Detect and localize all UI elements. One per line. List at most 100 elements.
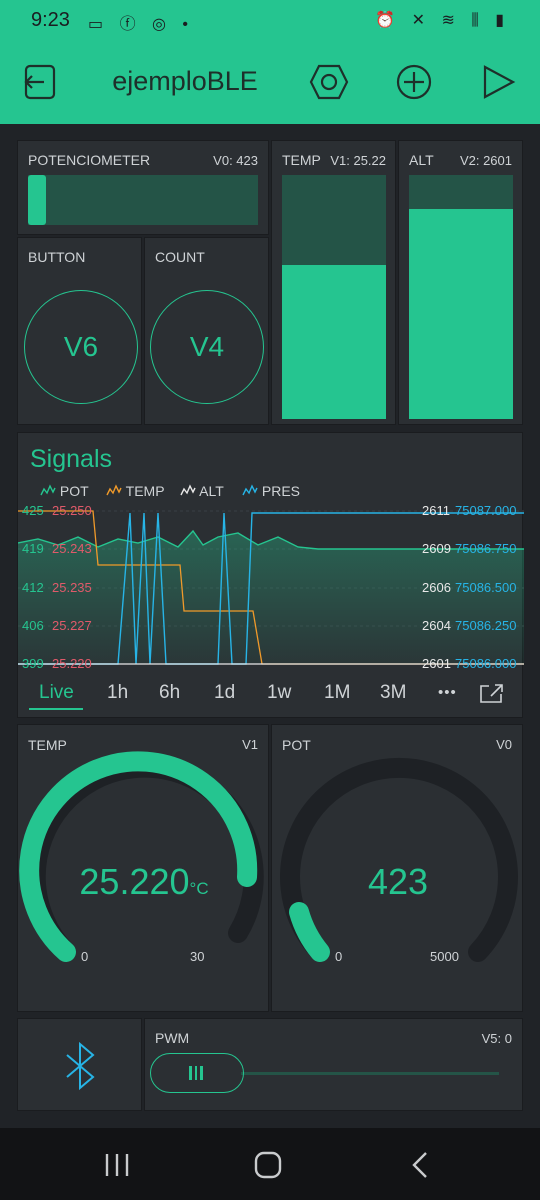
legend-temp-label: TEMP: [125, 483, 165, 499]
tab-3m[interactable]: 3M: [380, 682, 407, 703]
exit-project-icon[interactable]: [18, 60, 62, 104]
temp-series-icon: [106, 484, 122, 496]
system-nav-bar: [0, 1128, 540, 1200]
pwm-label: PWM: [155, 1030, 190, 1046]
tab-1d[interactable]: 1d: [214, 682, 236, 703]
tab-live[interactable]: Live: [39, 682, 74, 703]
pres-tick-0: 75087.000: [455, 503, 517, 518]
temp-tick-4: 25.220: [52, 656, 92, 671]
temp-tick-3: 25.227: [52, 618, 92, 633]
v4-count-display[interactable]: V4: [150, 290, 264, 404]
temp-level-fill: [282, 265, 386, 419]
bluetooth-widget[interactable]: [17, 1018, 142, 1111]
legend-pres-label: PRES: [261, 483, 301, 499]
tab-1m[interactable]: 1M: [324, 682, 351, 703]
alt-tick-4: 2601: [422, 656, 451, 671]
status-left-icons: ▭ ⓕ ◎ •: [88, 16, 195, 33]
tab-live-underline: [29, 708, 83, 710]
pot-gauge-value: 423: [367, 861, 429, 902]
pot-gauge-pin: V0: [496, 737, 512, 752]
temp-gauge-number: 25.220: [79, 861, 190, 902]
temp-series-line: [18, 510, 524, 665]
settings-hexagon-icon[interactable]: [307, 60, 351, 104]
alt-level-fill: [409, 209, 513, 419]
pres-series-icon: [242, 484, 258, 496]
bluetooth-icon: [66, 1041, 95, 1091]
status-time: 9:23: [31, 9, 70, 31]
pwm-pin: V5: 0: [481, 1031, 512, 1046]
fullscreen-icon[interactable]: [479, 682, 505, 709]
home-icon[interactable]: [252, 1149, 284, 1181]
pwm-slider-widget: PWM V5: 0: [144, 1018, 523, 1111]
pres-tick-3: 75086.250: [455, 618, 517, 633]
button-widget: BUTTON V6: [17, 237, 142, 425]
alt-tick-1: 2609: [422, 541, 451, 556]
temp-gauge-min: 0: [81, 949, 89, 964]
alt-tick-2: 2606: [422, 580, 451, 595]
pres-tick-4: 75086.000: [455, 656, 517, 671]
legend-alt[interactable]: ALT: [180, 483, 224, 499]
temp-gauge-widget: TEMP V1 25.220°C 0 30: [17, 724, 269, 1012]
status-right-icons: ⏰ ✕ ≋ ⫼ ▮: [375, 12, 510, 29]
v6-button[interactable]: V6: [24, 290, 138, 404]
potenciometer-track: [28, 175, 258, 225]
temp-gauge-label: TEMP: [28, 737, 67, 753]
potenciometer-pin: V0: 423: [213, 153, 258, 168]
pot-gauge-dial: [280, 757, 518, 962]
temp-gauge-dial: [19, 751, 264, 962]
legend-alt-label: ALT: [199, 483, 224, 499]
alt-tick-0: 2611: [422, 503, 450, 518]
pwm-slider-thumb[interactable]: [150, 1053, 244, 1093]
legend-pot[interactable]: POT: [40, 483, 89, 499]
pot-gauge-label: POT: [282, 737, 311, 753]
alt-level-label: ALT: [409, 152, 434, 168]
pot-series-icon: [40, 484, 56, 496]
back-icon[interactable]: [408, 1150, 432, 1180]
add-widget-icon[interactable]: [392, 60, 436, 104]
pot-tick-3: 406: [22, 618, 44, 633]
potenciometer-label: POTENCIOMETER: [28, 152, 151, 168]
pot-tick-2: 412: [22, 580, 44, 595]
pwm-slider-track[interactable]: [241, 1072, 499, 1075]
temp-gauge-unit: °C: [189, 879, 209, 898]
alt-tick-3: 2604: [422, 618, 451, 633]
potenciometer-level: [28, 175, 46, 225]
pres-tick-2: 75086.500: [455, 580, 517, 595]
legend-temp[interactable]: TEMP: [106, 483, 165, 499]
pot-tick-1: 419: [22, 541, 44, 556]
tab-1w[interactable]: 1w: [267, 682, 292, 703]
temp-gauge-value: 25.220°C: [18, 861, 270, 903]
alt-level-widget: ALT V2: 2601: [398, 140, 523, 425]
pot-gauge-widget: POT V0 423 0 5000: [271, 724, 523, 1012]
tab-1h[interactable]: 1h: [107, 682, 129, 703]
right-axis: 2611 75087.000 2609 75086.750 2606 75086…: [422, 503, 522, 673]
pot-series-line: [18, 529, 524, 550]
pot-gauge-min: 0: [335, 949, 343, 964]
alt-series-icon: [180, 484, 196, 496]
signals-plot[interactable]: [18, 503, 524, 673]
pot-area: [18, 531, 524, 664]
left-axis: 425 25.250 419 25.243 412 25.235 406 25.…: [22, 503, 102, 673]
pot-tick-4: 399: [22, 656, 44, 671]
legend-pot-label: POT: [59, 483, 89, 499]
tab-6h[interactable]: 6h: [159, 682, 181, 703]
play-icon[interactable]: [476, 60, 520, 104]
signals-chart-widget: Signals POT TEMP ALT PRES: [17, 432, 524, 718]
slider-grip-icon: [189, 1066, 204, 1080]
app-bar: ejemploBLE: [0, 40, 540, 124]
temp-tick-2: 25.235: [52, 580, 92, 595]
pres-tick-1: 75086.750: [455, 541, 517, 556]
status-bar: 9:23 ▭ ⓕ ◎ • ⏰ ✕ ≋ ⫼ ▮: [0, 0, 540, 40]
signals-title: Signals: [30, 445, 112, 473]
count-widget: COUNT V4: [144, 237, 269, 425]
pot-gauge-max: 5000: [430, 949, 459, 964]
temp-level-pin: V1: 25.22: [330, 153, 386, 168]
temp-gauge-max: 30: [190, 949, 205, 964]
pot-tick-0: 425: [22, 503, 44, 518]
legend-pres[interactable]: PRES: [242, 483, 300, 499]
potenciometer-widget: POTENCIOMETER V0: 423: [17, 140, 269, 235]
temp-tick-1: 25.243: [52, 541, 92, 556]
more-options-button[interactable]: •••: [438, 684, 457, 701]
button-label: BUTTON: [28, 249, 86, 265]
recents-icon[interactable]: [102, 1150, 132, 1180]
